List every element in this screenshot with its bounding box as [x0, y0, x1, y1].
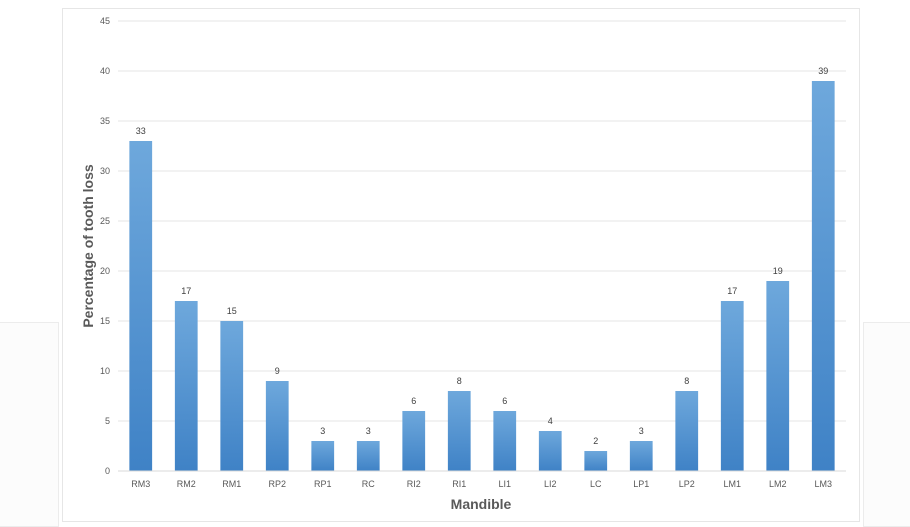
bar-lc [584, 451, 608, 471]
data-label: 19 [773, 266, 783, 276]
bar-lp2 [675, 391, 699, 471]
bar-rm2 [174, 301, 198, 471]
y-tick-label: 15 [100, 316, 110, 326]
data-label: 39 [818, 66, 828, 76]
x-tick-label: LM1 [723, 479, 741, 489]
data-label: 33 [136, 126, 146, 136]
bars [129, 81, 835, 471]
y-axis-ticks: 0 5 10 15 20 25 30 35 40 45 [100, 16, 110, 476]
data-label: 6 [411, 396, 416, 406]
x-tick-label: RM2 [177, 479, 196, 489]
x-tick-label: RM1 [222, 479, 241, 489]
x-tick-label: LM3 [814, 479, 832, 489]
x-tick-label: LM2 [769, 479, 787, 489]
x-tick-label: RC [362, 479, 375, 489]
x-axis-title: Mandible [451, 496, 512, 512]
y-tick-label: 25 [100, 216, 110, 226]
bar-lm3 [811, 81, 835, 471]
y-tick-label: 5 [105, 416, 110, 426]
data-label: 3 [639, 426, 644, 436]
bar-rp1 [311, 441, 335, 471]
x-tick-label: RP2 [268, 479, 286, 489]
bar-lp1 [629, 441, 653, 471]
bar-ri2 [402, 411, 426, 471]
data-label: 15 [227, 306, 237, 316]
y-tick-label: 40 [100, 66, 110, 76]
data-label: 17 [727, 286, 737, 296]
x-tick-label: LI1 [498, 479, 511, 489]
data-label: 17 [181, 286, 191, 296]
bar-ri1 [447, 391, 471, 471]
background-panel-right [863, 322, 910, 527]
bar-rm3 [129, 141, 153, 471]
data-label: 8 [457, 376, 462, 386]
data-label: 8 [684, 376, 689, 386]
x-tick-label: RP1 [314, 479, 332, 489]
bar-li2 [538, 431, 562, 471]
y-tick-label: 30 [100, 166, 110, 176]
data-label: 3 [320, 426, 325, 436]
x-axis-ticks: RM3 RM2 RM1 RP2 RP1 RC RI2 RI1 LI1 LI2 LC LP1 LP2 LM1… [131, 479, 832, 489]
y-tick-label: 45 [100, 16, 110, 26]
x-tick-label: RM3 [131, 479, 150, 489]
bar-rm1 [220, 321, 244, 471]
bar-li1 [493, 411, 517, 471]
y-tick-label: 20 [100, 266, 110, 276]
x-tick-label: LC [590, 479, 602, 489]
data-label: 2 [593, 436, 598, 446]
y-axis-title: Percentage of tooth loss [80, 164, 96, 328]
bar-rc [356, 441, 380, 471]
data-label: 9 [275, 366, 280, 376]
x-tick-label: LP1 [633, 479, 649, 489]
y-tick-label: 10 [100, 366, 110, 376]
y-tick-label: 35 [100, 116, 110, 126]
data-label: 4 [548, 416, 553, 426]
x-tick-label: RI1 [452, 479, 466, 489]
bar-lm2 [766, 281, 790, 471]
y-tick-label: 0 [105, 466, 110, 476]
bar-lm1 [720, 301, 744, 471]
bar-rp2 [265, 381, 289, 471]
x-tick-label: RI2 [407, 479, 421, 489]
x-tick-label: LP2 [679, 479, 695, 489]
x-tick-label: LI2 [544, 479, 557, 489]
background-panel-left [0, 322, 59, 527]
data-label: 3 [366, 426, 371, 436]
data-label: 6 [502, 396, 507, 406]
